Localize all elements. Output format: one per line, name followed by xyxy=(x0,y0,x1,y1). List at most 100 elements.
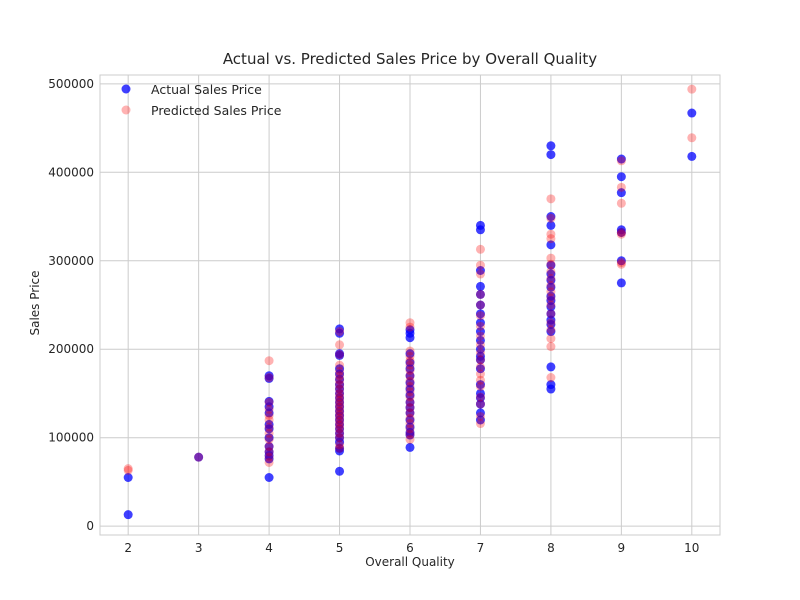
actual-point xyxy=(335,446,345,456)
actual-point xyxy=(546,260,556,270)
predicted-point xyxy=(546,259,556,269)
predicted-point xyxy=(546,266,556,276)
actual-point xyxy=(405,442,415,452)
actual-point xyxy=(546,309,556,319)
legend-marker-actual xyxy=(121,84,131,94)
predicted-point xyxy=(405,429,415,439)
actual-point xyxy=(335,350,345,360)
actual-point xyxy=(475,318,485,328)
actual-point xyxy=(616,188,626,198)
actual-point xyxy=(405,390,415,400)
actual-point xyxy=(405,358,415,367)
actual-point xyxy=(335,328,345,338)
predicted-point xyxy=(687,133,697,143)
predicted-point xyxy=(405,356,415,366)
predicted-point xyxy=(405,403,415,413)
actual-point xyxy=(335,466,345,476)
predicted-point xyxy=(475,392,485,402)
actual-point xyxy=(616,154,626,164)
predicted-point xyxy=(264,356,274,366)
predicted-point xyxy=(687,84,697,94)
actual-point xyxy=(475,355,485,365)
predicted-point xyxy=(335,375,345,385)
predicted-point xyxy=(335,384,345,394)
predicted-point xyxy=(475,269,485,279)
actual-point xyxy=(616,227,626,237)
predicted-point xyxy=(335,392,345,402)
actual-point xyxy=(687,151,697,161)
predicted-point xyxy=(475,375,485,385)
predicted-point xyxy=(475,348,485,358)
predicted-point xyxy=(546,229,556,239)
predicted-point xyxy=(335,413,345,423)
predicted-point xyxy=(546,273,556,283)
actual-point xyxy=(405,349,415,359)
predicted-point xyxy=(546,194,556,204)
predicted-point xyxy=(546,309,556,319)
actual-point xyxy=(546,150,556,160)
predicted-point xyxy=(264,434,274,444)
predicted-point xyxy=(405,392,415,402)
predicted-point xyxy=(475,311,485,321)
predicted-point xyxy=(546,318,556,328)
predicted-point xyxy=(335,396,345,406)
actual-point xyxy=(475,408,485,418)
predicted-point xyxy=(405,322,415,332)
actual-point xyxy=(546,212,556,222)
x-tick-label: 2 xyxy=(124,541,132,555)
predicted-point xyxy=(405,346,415,356)
predicted-point xyxy=(194,452,204,462)
actual-point xyxy=(335,437,345,447)
predicted-point xyxy=(405,371,415,381)
actual-point xyxy=(616,256,626,266)
predicted-point xyxy=(616,156,626,166)
actual-point xyxy=(405,364,415,374)
actual-point xyxy=(264,424,274,434)
actual-point xyxy=(405,430,415,440)
y-axis-ticks: 0 100000 200000 300000 400000 500000 xyxy=(48,77,94,533)
actual-point xyxy=(475,266,485,275)
actual-point xyxy=(475,364,485,374)
predicted-point xyxy=(475,381,485,391)
actual-point xyxy=(405,415,415,425)
predicted-point xyxy=(405,408,415,418)
actual-point xyxy=(475,327,485,337)
actual-point xyxy=(616,278,626,288)
actual-point xyxy=(475,380,485,390)
actual-point xyxy=(546,240,556,250)
predicted-point xyxy=(405,318,415,328)
predicted-point xyxy=(475,300,485,310)
x-tick-label: 6 xyxy=(406,541,414,555)
actual-point xyxy=(264,408,274,418)
predicted-point xyxy=(475,369,485,379)
predicted-point xyxy=(546,281,556,291)
actual-point xyxy=(405,378,415,388)
predicted-point xyxy=(616,229,626,239)
predicted-point xyxy=(405,397,415,407)
predicted-point xyxy=(264,411,274,421)
actual-point xyxy=(405,408,415,418)
x-tick-label: 8 xyxy=(547,541,555,555)
predicted-point xyxy=(546,253,556,263)
predicted-point xyxy=(264,457,274,467)
legend: Actual Sales Price Predicted Sales Price xyxy=(121,82,282,118)
actual-point xyxy=(405,384,415,394)
actual-point xyxy=(546,282,556,292)
series-predicted xyxy=(123,84,697,475)
actual-point xyxy=(546,302,556,312)
y-tick-label: 200000 xyxy=(48,342,94,356)
actual-point xyxy=(475,225,485,235)
predicted-point xyxy=(335,443,345,453)
predicted-point xyxy=(335,424,345,434)
actual-point xyxy=(475,309,485,319)
actual-point xyxy=(264,402,274,412)
predicted-point xyxy=(546,293,556,303)
actual-point xyxy=(475,281,485,291)
y-tick-label: 300000 xyxy=(48,254,94,268)
y-axis-label: Sales Price xyxy=(28,270,42,335)
actual-point xyxy=(546,141,556,151)
legend-label-actual: Actual Sales Price xyxy=(151,82,262,97)
predicted-point xyxy=(264,447,274,457)
